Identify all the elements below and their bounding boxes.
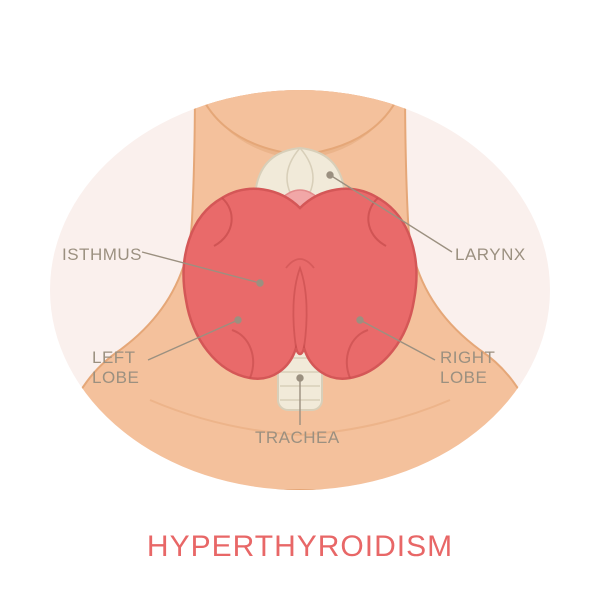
thyroid-gland bbox=[184, 189, 417, 379]
label-isthmus: ISTHMUS bbox=[62, 245, 142, 265]
label-larynx: LARYNX bbox=[455, 245, 526, 265]
label-left-lobe: LEFT LOBE bbox=[92, 348, 139, 387]
label-trachea: TRACHEA bbox=[255, 428, 340, 448]
diagram-title: HYPERTHYROIDISM bbox=[0, 530, 600, 564]
anatomy-diagram bbox=[0, 0, 600, 600]
label-right-lobe: RIGHT LOBE bbox=[440, 348, 495, 387]
